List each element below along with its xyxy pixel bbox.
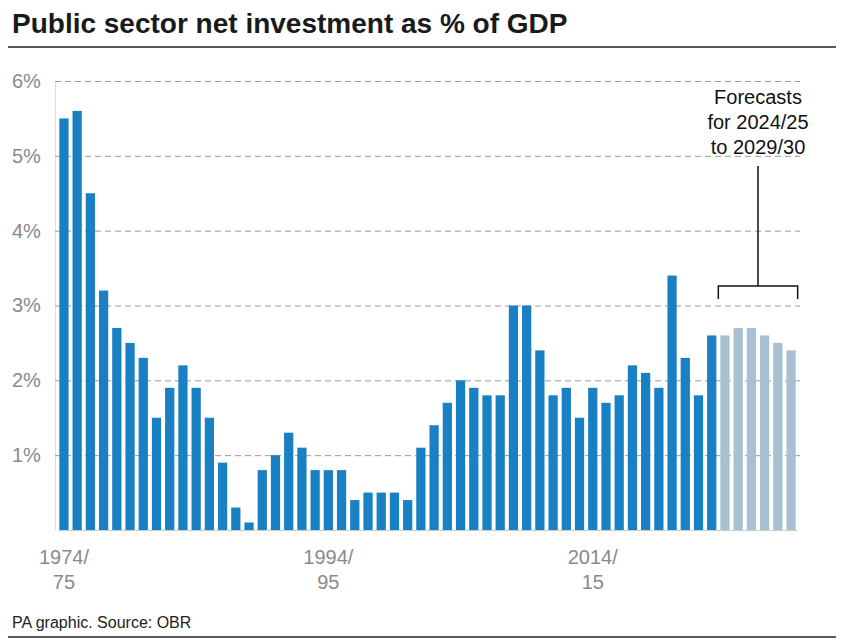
bar xyxy=(786,350,795,530)
source: PA graphic. Source: OBR xyxy=(12,614,191,631)
bar xyxy=(350,500,359,530)
chart-container: Public sector net investment as % of GDP… xyxy=(0,0,844,640)
bar xyxy=(311,470,320,530)
bar xyxy=(403,500,412,530)
x-tick-label: 1974/75 xyxy=(39,546,89,593)
x-tick-label-line: 1974/ xyxy=(39,546,89,568)
bar xyxy=(720,335,729,530)
bar xyxy=(456,380,465,530)
bar xyxy=(601,403,610,530)
bar xyxy=(258,470,267,530)
bar xyxy=(575,418,584,530)
forecast-bracket xyxy=(718,166,797,299)
bar xyxy=(205,418,214,530)
y-tick: 5% xyxy=(12,145,800,167)
bar xyxy=(324,470,333,530)
y-tick: 4% xyxy=(12,220,800,242)
bar xyxy=(429,425,438,530)
bars xyxy=(59,111,795,530)
y-tick: 3% xyxy=(12,294,800,316)
y-tick-label: 5% xyxy=(12,145,41,167)
bar xyxy=(707,335,716,530)
bar xyxy=(562,388,571,530)
x-tick-label: 2014/15 xyxy=(568,546,618,593)
bar xyxy=(139,358,148,530)
bar xyxy=(681,358,690,530)
forecast-annotation: Forecasts for 2024/25 to 2029/30 xyxy=(707,86,808,299)
bar xyxy=(390,493,399,530)
x-tick-label-line: 2014/ xyxy=(568,546,618,568)
bar xyxy=(99,291,108,530)
y-tick-label: 6% xyxy=(12,70,41,92)
x-tick-label: 1994/95 xyxy=(303,546,353,593)
y-tick: 6% xyxy=(12,70,800,92)
bar xyxy=(496,395,505,530)
bar xyxy=(509,306,518,531)
bar xyxy=(231,508,240,530)
bar xyxy=(443,403,452,530)
x-axis-line xyxy=(59,530,798,531)
bar xyxy=(271,455,280,530)
bar xyxy=(641,373,650,530)
annotation-line: to 2029/30 xyxy=(711,136,806,158)
bar xyxy=(416,448,425,530)
bar xyxy=(363,493,372,530)
footer-rule xyxy=(8,636,836,638)
x-tick-label-line: 95 xyxy=(317,571,339,593)
annotation-line: for 2024/25 xyxy=(707,111,808,133)
x-tick: 1974/75 xyxy=(39,530,89,593)
y-tick-label: 3% xyxy=(12,294,41,316)
title: Public sector net investment as % of GDP xyxy=(12,8,567,39)
y-axis: 1% 2% 3% 4% 5% 6% xyxy=(12,70,800,531)
grid-line xyxy=(55,81,800,82)
bar xyxy=(469,388,478,530)
bar xyxy=(734,328,743,530)
bar xyxy=(125,343,134,530)
bar xyxy=(73,111,82,530)
bar xyxy=(588,388,597,530)
header-rule xyxy=(8,46,836,48)
bar xyxy=(377,493,386,530)
bar xyxy=(628,365,637,530)
bar xyxy=(152,418,161,530)
x-tick: 1994/95 xyxy=(303,530,353,593)
bar xyxy=(297,448,306,530)
bar xyxy=(747,328,756,530)
bar xyxy=(548,395,557,530)
bar xyxy=(284,433,293,530)
bar xyxy=(192,388,201,530)
chart: Public sector net investment as % of GDP… xyxy=(0,0,844,640)
bar xyxy=(165,388,174,530)
bar xyxy=(535,350,544,530)
bar xyxy=(86,193,95,530)
grid-line xyxy=(55,231,800,232)
x-tick-label-line: 1994/ xyxy=(303,546,353,568)
bar xyxy=(244,523,253,530)
bar xyxy=(667,276,676,530)
x-tick: 2014/15 xyxy=(568,530,618,593)
bar xyxy=(59,118,68,530)
bar xyxy=(482,395,491,530)
annotation: Forecasts for 2024/25 to 2029/30 xyxy=(707,86,808,158)
bar xyxy=(178,365,187,530)
bar xyxy=(218,463,227,530)
grid-line xyxy=(55,306,800,307)
bar xyxy=(337,470,346,530)
x-tick-label-line: 15 xyxy=(582,571,604,593)
bar xyxy=(760,335,769,530)
bar xyxy=(654,388,663,530)
bar xyxy=(522,306,531,531)
y-tick-label: 1% xyxy=(12,444,41,466)
x-tick-label-line: 75 xyxy=(53,571,75,593)
x-axis: 1974/75 1994/95 2014/15 xyxy=(39,530,798,593)
bar xyxy=(694,395,703,530)
bar xyxy=(773,343,782,530)
y-tick-label: 2% xyxy=(12,369,41,391)
annotation-line: Forecasts xyxy=(714,86,802,108)
bar xyxy=(615,395,624,530)
grid-line xyxy=(55,156,800,157)
bar xyxy=(112,328,121,530)
y-tick-label: 4% xyxy=(12,220,41,242)
